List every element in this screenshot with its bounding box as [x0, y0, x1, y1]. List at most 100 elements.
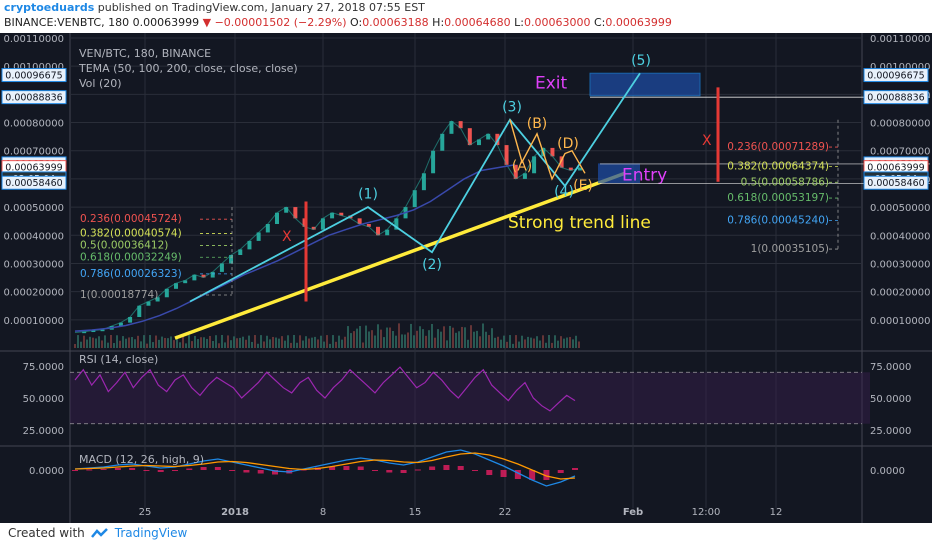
volume-bar [155, 335, 157, 348]
fib-level-left: 1(0.00018774) [80, 289, 158, 301]
macd-line [74, 449, 576, 487]
macd-histogram-bar [114, 468, 121, 470]
volume-bar [401, 334, 403, 348]
y-tick-left: 0.00100000 [4, 62, 64, 73]
candle [201, 274, 206, 278]
volume-bar [530, 337, 532, 348]
volume-bar [398, 323, 400, 348]
volume-bar [356, 328, 358, 348]
price-marker-right: 0.00088836 [867, 93, 924, 104]
candle [155, 297, 160, 302]
volume-bar [341, 339, 343, 348]
volume-bar [287, 335, 289, 348]
volume-bar [566, 337, 568, 348]
candle [504, 145, 509, 165]
volume-bar [518, 341, 520, 348]
candle [82, 331, 87, 334]
x-tick: 12:00 [692, 507, 721, 518]
volume-bar [338, 335, 340, 348]
volume-bar [281, 336, 283, 348]
volume-bar [128, 337, 130, 348]
volume-bar [308, 338, 310, 348]
volume-bar [92, 337, 94, 348]
candle [91, 330, 96, 333]
tradingview-link[interactable]: TradingView [114, 526, 188, 540]
volume-bar [575, 335, 577, 348]
volume-bar [491, 328, 493, 348]
volume-bar [350, 333, 352, 348]
volume-bar [425, 335, 427, 348]
y-tick-left: 0.00010000 [4, 316, 64, 327]
y-tick-left: 0.00040000 [4, 231, 64, 242]
volume-bar [125, 338, 127, 348]
y-tick-left: 0.00110000 [4, 34, 64, 45]
macd-tick-right: 0.0000 [870, 466, 905, 477]
volume-bar [368, 331, 370, 348]
volume-bar [395, 335, 397, 348]
volume-bar [167, 338, 169, 348]
macd-histogram-bar [372, 470, 378, 471]
volume-bar [116, 335, 118, 348]
volume-bar [107, 342, 109, 348]
volume-bar [227, 335, 229, 348]
candle [210, 271, 215, 278]
chart-canvas[interactable]: Strong trend line Exit Entry (1) (2) (3) (4) (5… [0, 33, 932, 523]
trend-line [174, 171, 626, 340]
volume-bar [551, 342, 553, 348]
volume-bar [158, 339, 160, 348]
rsi-tick-right: 25.0000 [870, 426, 911, 437]
volume-bar [320, 335, 322, 348]
volume-bar [311, 337, 313, 348]
y-tick-right: 0.00020000 [870, 288, 930, 299]
macd-histogram-bar [514, 470, 521, 479]
volume-bar [428, 330, 430, 348]
macd-histogram-bar [272, 470, 278, 475]
price-marker-right: 0.00058460 [867, 178, 924, 189]
candle [568, 167, 573, 171]
volume-bar [554, 335, 556, 348]
macd-histogram-bar [172, 470, 178, 471]
candle [238, 249, 243, 255]
y-tick-right: 0.00070000 [870, 147, 930, 158]
candle [458, 121, 463, 129]
volume-bar [242, 336, 244, 348]
volume-bar [485, 331, 487, 348]
macd-histogram-bar [329, 466, 336, 470]
volume-bar [539, 340, 541, 348]
candle [486, 133, 491, 140]
volume-bar [296, 342, 298, 348]
candle [440, 133, 445, 151]
price-marker-left: 0.00058460 [5, 178, 62, 189]
volume-bar [536, 336, 538, 348]
author-name[interactable]: cryptoeduards [4, 1, 95, 14]
macd-histogram-bar [472, 470, 478, 471]
volume-bar [506, 341, 508, 348]
volume-bar [416, 330, 418, 348]
volume-bar [317, 339, 319, 348]
volume-bar [257, 343, 259, 348]
macd-histogram-bar [357, 466, 364, 470]
volume-bar [437, 329, 439, 348]
high-value: 0.00064680 [444, 16, 511, 29]
macd-histogram-bar [72, 470, 78, 471]
fib-level-left: 0.236(0.00045724) [80, 213, 182, 225]
volume-bar [527, 336, 529, 348]
volume-bar [482, 323, 484, 348]
price-marker-left: 0.00096675 [5, 71, 62, 82]
candle [578, 167, 582, 171]
volume-bar [572, 339, 574, 348]
y-tick-right: 0.00110000 [870, 34, 930, 45]
volume-bar [365, 325, 367, 348]
volume-bar [335, 341, 337, 348]
volume-bar [74, 344, 76, 348]
volume-bar [212, 341, 214, 348]
volume-bar [467, 339, 469, 348]
volume-bar [443, 326, 445, 348]
volume-bar [458, 331, 460, 348]
legend-title: VEN/BTC, 180, BINANCE [79, 47, 211, 60]
grid [0, 33, 932, 523]
price-marker-right: 0.00063999 [867, 163, 924, 174]
volume-bar [434, 337, 436, 348]
correction-path [509, 119, 586, 181]
candle [192, 274, 197, 281]
